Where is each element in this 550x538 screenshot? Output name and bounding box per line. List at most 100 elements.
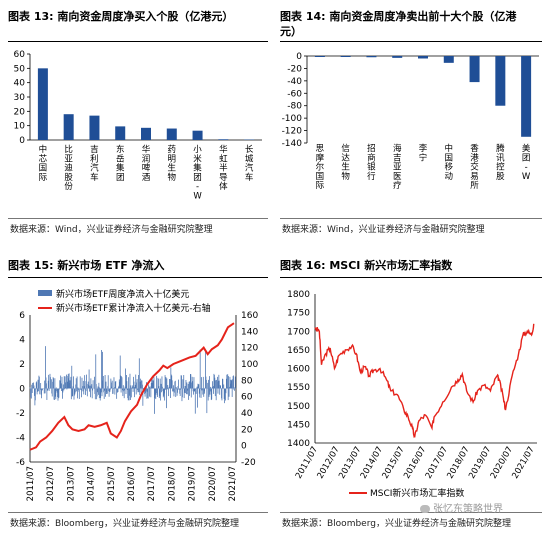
fig15-x-tick-9: 2020/07 xyxy=(208,466,218,501)
fig14-bar-8 xyxy=(521,56,532,137)
fig13-x-label-2: 吉利汽车 xyxy=(90,145,99,183)
fig13-bar-7 xyxy=(218,139,229,140)
fig13-source-rule xyxy=(8,218,268,219)
fig13-bar-chart: 0 10 20 30 40 50 60 中芯国际 比亚迪股份 吉利汽车 东岳集团 华润啤酒 药明生物 小米… xyxy=(14,50,262,202)
fig14-source: 数据来源：Wind，兴业证券经济与金融研究院整理 xyxy=(282,225,485,235)
fig14-bar-6 xyxy=(469,56,480,83)
fig16-y-tick-3: 1550 xyxy=(287,383,310,393)
fig14-bar-1 xyxy=(340,56,351,57)
fig15-x-tick-6: 2017/07 xyxy=(147,466,157,501)
fig14-bar-3 xyxy=(392,56,403,58)
fig15-source: 数据来源：Bloomberg，兴业证券经济与金融研究院整理 xyxy=(10,519,239,529)
fig13-bar-4 xyxy=(141,127,151,140)
watermark-text: 张忆东策略世界 xyxy=(433,504,503,515)
fig15-x-tick-4: 2015/07 xyxy=(107,466,117,501)
fig16-title: 图表 16: MSCI 新兴市场汇率指数 xyxy=(280,259,453,272)
fig15-title: 图表 15: 新兴市场 ETF 净流入 xyxy=(8,259,165,272)
fig15-right-tick-2: 20 xyxy=(241,425,253,435)
fig13-x-label-1: 比亚迪股份 xyxy=(64,144,73,192)
fig13-source: 数据来源：Wind，兴业证券经济与金融研究院整理 xyxy=(10,225,213,235)
fig14-y-tick-7: -140 xyxy=(282,139,303,149)
fig14-title-line1: 图表 14: 南向资金周度净卖出前十大个股（亿港 xyxy=(280,10,517,23)
fig13-y-tick-2: 20 xyxy=(14,107,26,117)
fig14-y-tick-2: -40 xyxy=(287,77,302,87)
fig15-left-tick-5: 4 xyxy=(19,336,25,346)
fig14-y-tick-4: -80 xyxy=(287,102,302,112)
fig13-y-tick-3: 30 xyxy=(14,93,26,103)
fig13-y-tick-1: 10 xyxy=(14,122,26,132)
fig14-x-label-4: 李宁 xyxy=(419,143,428,163)
fig13-x-label-8: 长城汽车 xyxy=(245,144,254,183)
fig14-bar-7 xyxy=(495,56,506,106)
fig15-cumulative-line xyxy=(29,322,235,451)
fig16-line-chart: 1400145015001550160016501700175018002011… xyxy=(287,290,537,499)
fig13-y-tick-4: 40 xyxy=(14,79,26,89)
fig15-left-tick-1: -4 xyxy=(16,434,25,444)
fig14-source-rule xyxy=(280,218,542,219)
fig13-x-label-3: 东岳集团 xyxy=(116,144,125,183)
fig16-y-tick-1: 1450 xyxy=(287,420,310,430)
fig14-bar-4 xyxy=(418,56,428,59)
fig13-bar-5 xyxy=(166,128,177,140)
fig13-title: 图表 13: 南向资金周度净买入个股（亿港元） xyxy=(8,10,234,23)
fig13-bar-2 xyxy=(89,115,100,140)
fig14-y-tick-1: -20 xyxy=(287,64,302,74)
fig13-bar-3 xyxy=(115,126,126,140)
fig16-y-tick-6: 1700 xyxy=(287,327,310,337)
fig15-left-tick-4: 2 xyxy=(19,360,25,370)
fig15-legend-bar-label: 新兴市场ETF周度净流入十亿美元 xyxy=(56,288,189,300)
fig14-y-tick-5: -100 xyxy=(282,114,303,124)
fig14-y-tick-0: 0 xyxy=(296,52,302,62)
fig14-x-label-7: 腾讯控股 xyxy=(496,143,505,182)
fig14-title-rule xyxy=(280,41,542,42)
fig15-left-tick-3: 0 xyxy=(19,385,25,395)
fig16-source-rule xyxy=(280,512,542,513)
fig14-x-label-2: 招商银行 xyxy=(367,143,376,182)
fig15-right-tick-4: 60 xyxy=(241,393,253,403)
fig13-bar-0 xyxy=(37,68,48,140)
fig14-y-tick-3: -60 xyxy=(287,89,302,99)
fig13-bar-6 xyxy=(192,130,203,140)
fig16-y-tick-4: 1600 xyxy=(287,365,310,375)
fig16-legend-label: MSCI新兴市场汇率指数 xyxy=(370,487,464,499)
fig16-y-tick-2: 1500 xyxy=(287,402,310,412)
watermark: 张忆东策略世界 xyxy=(420,500,503,515)
fig13-bar-1 xyxy=(63,114,74,140)
fig16-y-tick-8: 1800 xyxy=(287,290,310,300)
fig15-x-tick-3: 2014/07 xyxy=(87,466,97,501)
wechat-icon xyxy=(420,505,430,513)
fig15-right-tick-7: 120 xyxy=(241,344,258,354)
fig14-x-label-0: 思摩尔国际 xyxy=(316,144,325,191)
fig14-x-label-8: 美团-W xyxy=(522,143,531,182)
fig16-y-tick-5: 1650 xyxy=(287,346,310,356)
fig15-right-tick-0: -20 xyxy=(241,458,256,468)
fig16-title-rule xyxy=(280,277,542,278)
fig15-legend-bar-swatch xyxy=(38,290,52,296)
fig15-left-tick-0: -6 xyxy=(16,458,25,468)
fig15-left-tick-6: 6 xyxy=(19,311,25,321)
fig16-y-tick-7: 1750 xyxy=(287,309,310,319)
fig16-fx-line xyxy=(314,323,535,439)
fig14-x-label-6: 香港交易所 xyxy=(470,143,479,191)
fig14-bar-2 xyxy=(366,56,377,58)
fig15-combo-chart: -6-4-20246-20020406080100120140160新兴市场ET… xyxy=(16,288,258,501)
fig15-source-rule xyxy=(8,512,268,513)
fig13-y-tick-6: 60 xyxy=(14,50,26,60)
fig15-right-tick-8: 140 xyxy=(241,327,258,337)
fig15-x-tick-8: 2019/07 xyxy=(188,466,198,501)
fig15-left-tick-2: -2 xyxy=(16,409,25,419)
fig14-x-label-5: 中国移动 xyxy=(445,143,454,182)
fig15-x-tick-0: 2011/07 xyxy=(26,466,36,501)
fig13-title-rule xyxy=(8,41,268,42)
fig13-x-label-6: 小米集团-W xyxy=(193,144,202,202)
fig15-right-tick-6: 100 xyxy=(241,360,258,370)
fig15-right-tick-3: 40 xyxy=(241,409,253,419)
fig16-y-tick-0: 1400 xyxy=(287,439,310,449)
fig16-source: 数据来源：Bloomberg，兴业证券经济与金融研究院整理 xyxy=(282,519,511,529)
fig15-x-tick-10: 2021/07 xyxy=(228,466,238,501)
fig14-x-label-1: 信达生物 xyxy=(341,143,350,182)
fig15-right-tick-5: 80 xyxy=(241,376,253,386)
fig15-x-tick-5: 2016/07 xyxy=(127,466,137,501)
fig14-bar-5 xyxy=(443,56,454,63)
fig15-right-tick-9: 160 xyxy=(241,311,258,321)
